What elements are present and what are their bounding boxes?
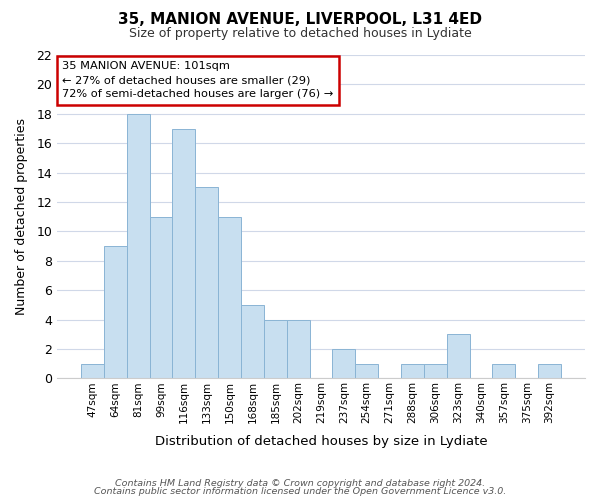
- Bar: [264, 320, 287, 378]
- Bar: [447, 334, 470, 378]
- Bar: [149, 216, 172, 378]
- Bar: [218, 216, 241, 378]
- Y-axis label: Number of detached properties: Number of detached properties: [15, 118, 28, 315]
- X-axis label: Distribution of detached houses by size in Lydiate: Distribution of detached houses by size …: [155, 434, 487, 448]
- Bar: [104, 246, 127, 378]
- Bar: [493, 364, 515, 378]
- Bar: [424, 364, 447, 378]
- Text: Contains public sector information licensed under the Open Government Licence v3: Contains public sector information licen…: [94, 487, 506, 496]
- Bar: [355, 364, 378, 378]
- Text: Size of property relative to detached houses in Lydiate: Size of property relative to detached ho…: [128, 28, 472, 40]
- Bar: [538, 364, 561, 378]
- Bar: [332, 349, 355, 378]
- Text: 35 MANION AVENUE: 101sqm
← 27% of detached houses are smaller (29)
72% of semi-d: 35 MANION AVENUE: 101sqm ← 27% of detach…: [62, 62, 334, 100]
- Text: 35, MANION AVENUE, LIVERPOOL, L31 4ED: 35, MANION AVENUE, LIVERPOOL, L31 4ED: [118, 12, 482, 28]
- Bar: [196, 188, 218, 378]
- Bar: [401, 364, 424, 378]
- Text: Contains HM Land Registry data © Crown copyright and database right 2024.: Contains HM Land Registry data © Crown c…: [115, 478, 485, 488]
- Bar: [172, 128, 196, 378]
- Bar: [241, 305, 264, 378]
- Bar: [81, 364, 104, 378]
- Bar: [287, 320, 310, 378]
- Bar: [127, 114, 149, 378]
